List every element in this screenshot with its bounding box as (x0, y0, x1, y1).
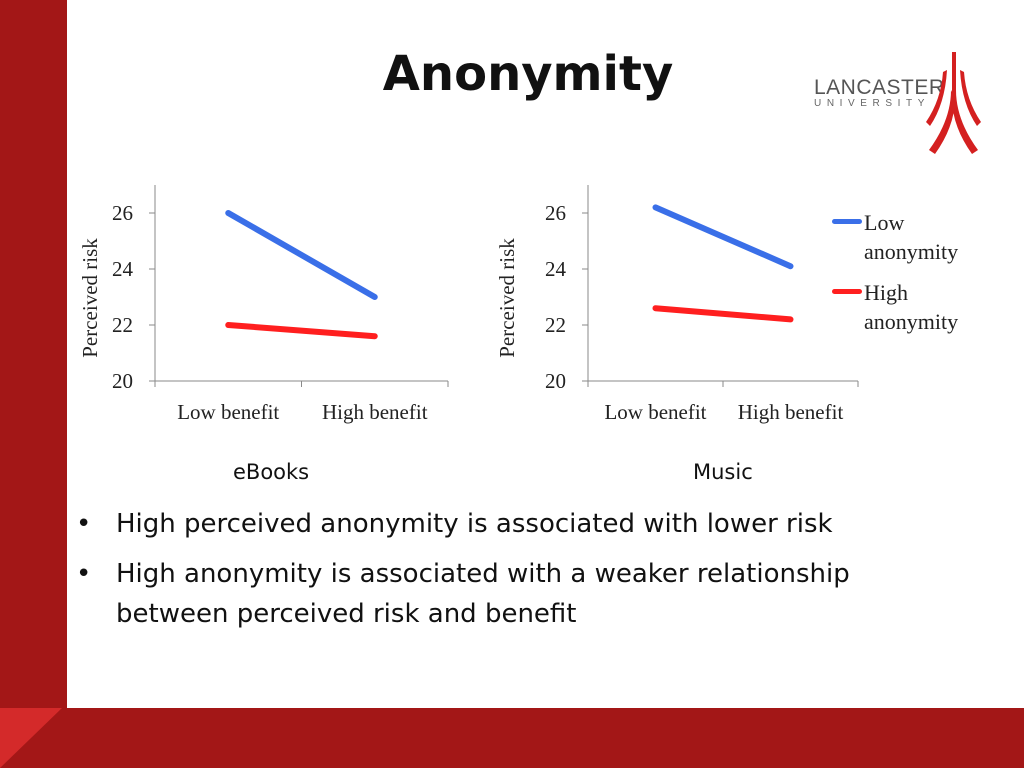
chart-1-y-tick-label: 20 (112, 369, 133, 393)
legend-item-low-anonymity: Low anonymity (830, 208, 1000, 266)
chart-1-y-axis-label: Perceived risk (78, 238, 102, 358)
left-accent-bar (0, 0, 67, 708)
chart-1-caption: eBooks (233, 460, 310, 484)
legend-swatch-high-anonymity (832, 289, 862, 294)
chart-2-y-tick-label: 22 (545, 313, 566, 337)
logo-name: LANCASTER (814, 76, 945, 99)
bullet-list: • High perceived anonymity is associated … (76, 504, 956, 644)
chart-2-x-tick-label: Low benefit (604, 400, 706, 424)
chart-1-y-tick-label: 26 (112, 201, 133, 225)
corner-accent (0, 708, 62, 768)
legend-label-high-anonymity: High anonymity (864, 280, 959, 334)
charts-area: 20 22 24 26 Low benefit High benefit Perceived… (78, 185, 859, 424)
chart-2-y-tick-label: 26 (545, 201, 566, 225)
chart-2-x-tick-label: High benefit (738, 400, 844, 424)
logo-emblem-icon (926, 52, 981, 154)
bullet-dot-icon: • (76, 509, 92, 539)
chart-1-x-tick-label: High benefit (322, 400, 428, 424)
legend-swatch-low-anonymity (832, 219, 862, 224)
legend-label-low-anonymity: Low anonymity (864, 210, 959, 264)
slide-title: Anonymity (382, 46, 674, 102)
chart-1-series-low-anonymity (225, 210, 378, 300)
bullet-item: • High perceived anonymity is associated … (76, 504, 956, 544)
bullet-text: High perceived anonymity is associated w… (116, 509, 833, 539)
bullet-text: High anonymity is associated with a weak… (116, 559, 850, 629)
chart-2-caption: Music (693, 460, 753, 484)
bottom-accent-bar (0, 708, 1024, 768)
chart-2-y-axis-label: Perceived risk (495, 238, 519, 358)
legend-item-high-anonymity: High anonymity (830, 278, 1000, 336)
logo-subtitle: UNIVERSITY (814, 98, 931, 109)
university-logo: LANCASTER UNIVERSITY (808, 50, 983, 155)
bullet-item: • High anonymity is associated with a wea… (76, 554, 956, 634)
chart-2-series-low-anonymity (652, 204, 794, 270)
chart-1-series-high-anonymity (225, 322, 378, 340)
chart-1-x-tick-label: Low benefit (177, 400, 279, 424)
chart-legend: Low anonymity High anonymity (830, 208, 1000, 348)
chart-1-y-tick-label: 24 (112, 257, 134, 281)
chart-2-series-high-anonymity (652, 305, 794, 323)
chart-2-y-tick-label: 20 (545, 369, 566, 393)
chart-1-y-tick-label: 22 (112, 313, 133, 337)
bullet-dot-icon: • (76, 559, 92, 589)
chart-2-y-tick-label: 24 (545, 257, 567, 281)
